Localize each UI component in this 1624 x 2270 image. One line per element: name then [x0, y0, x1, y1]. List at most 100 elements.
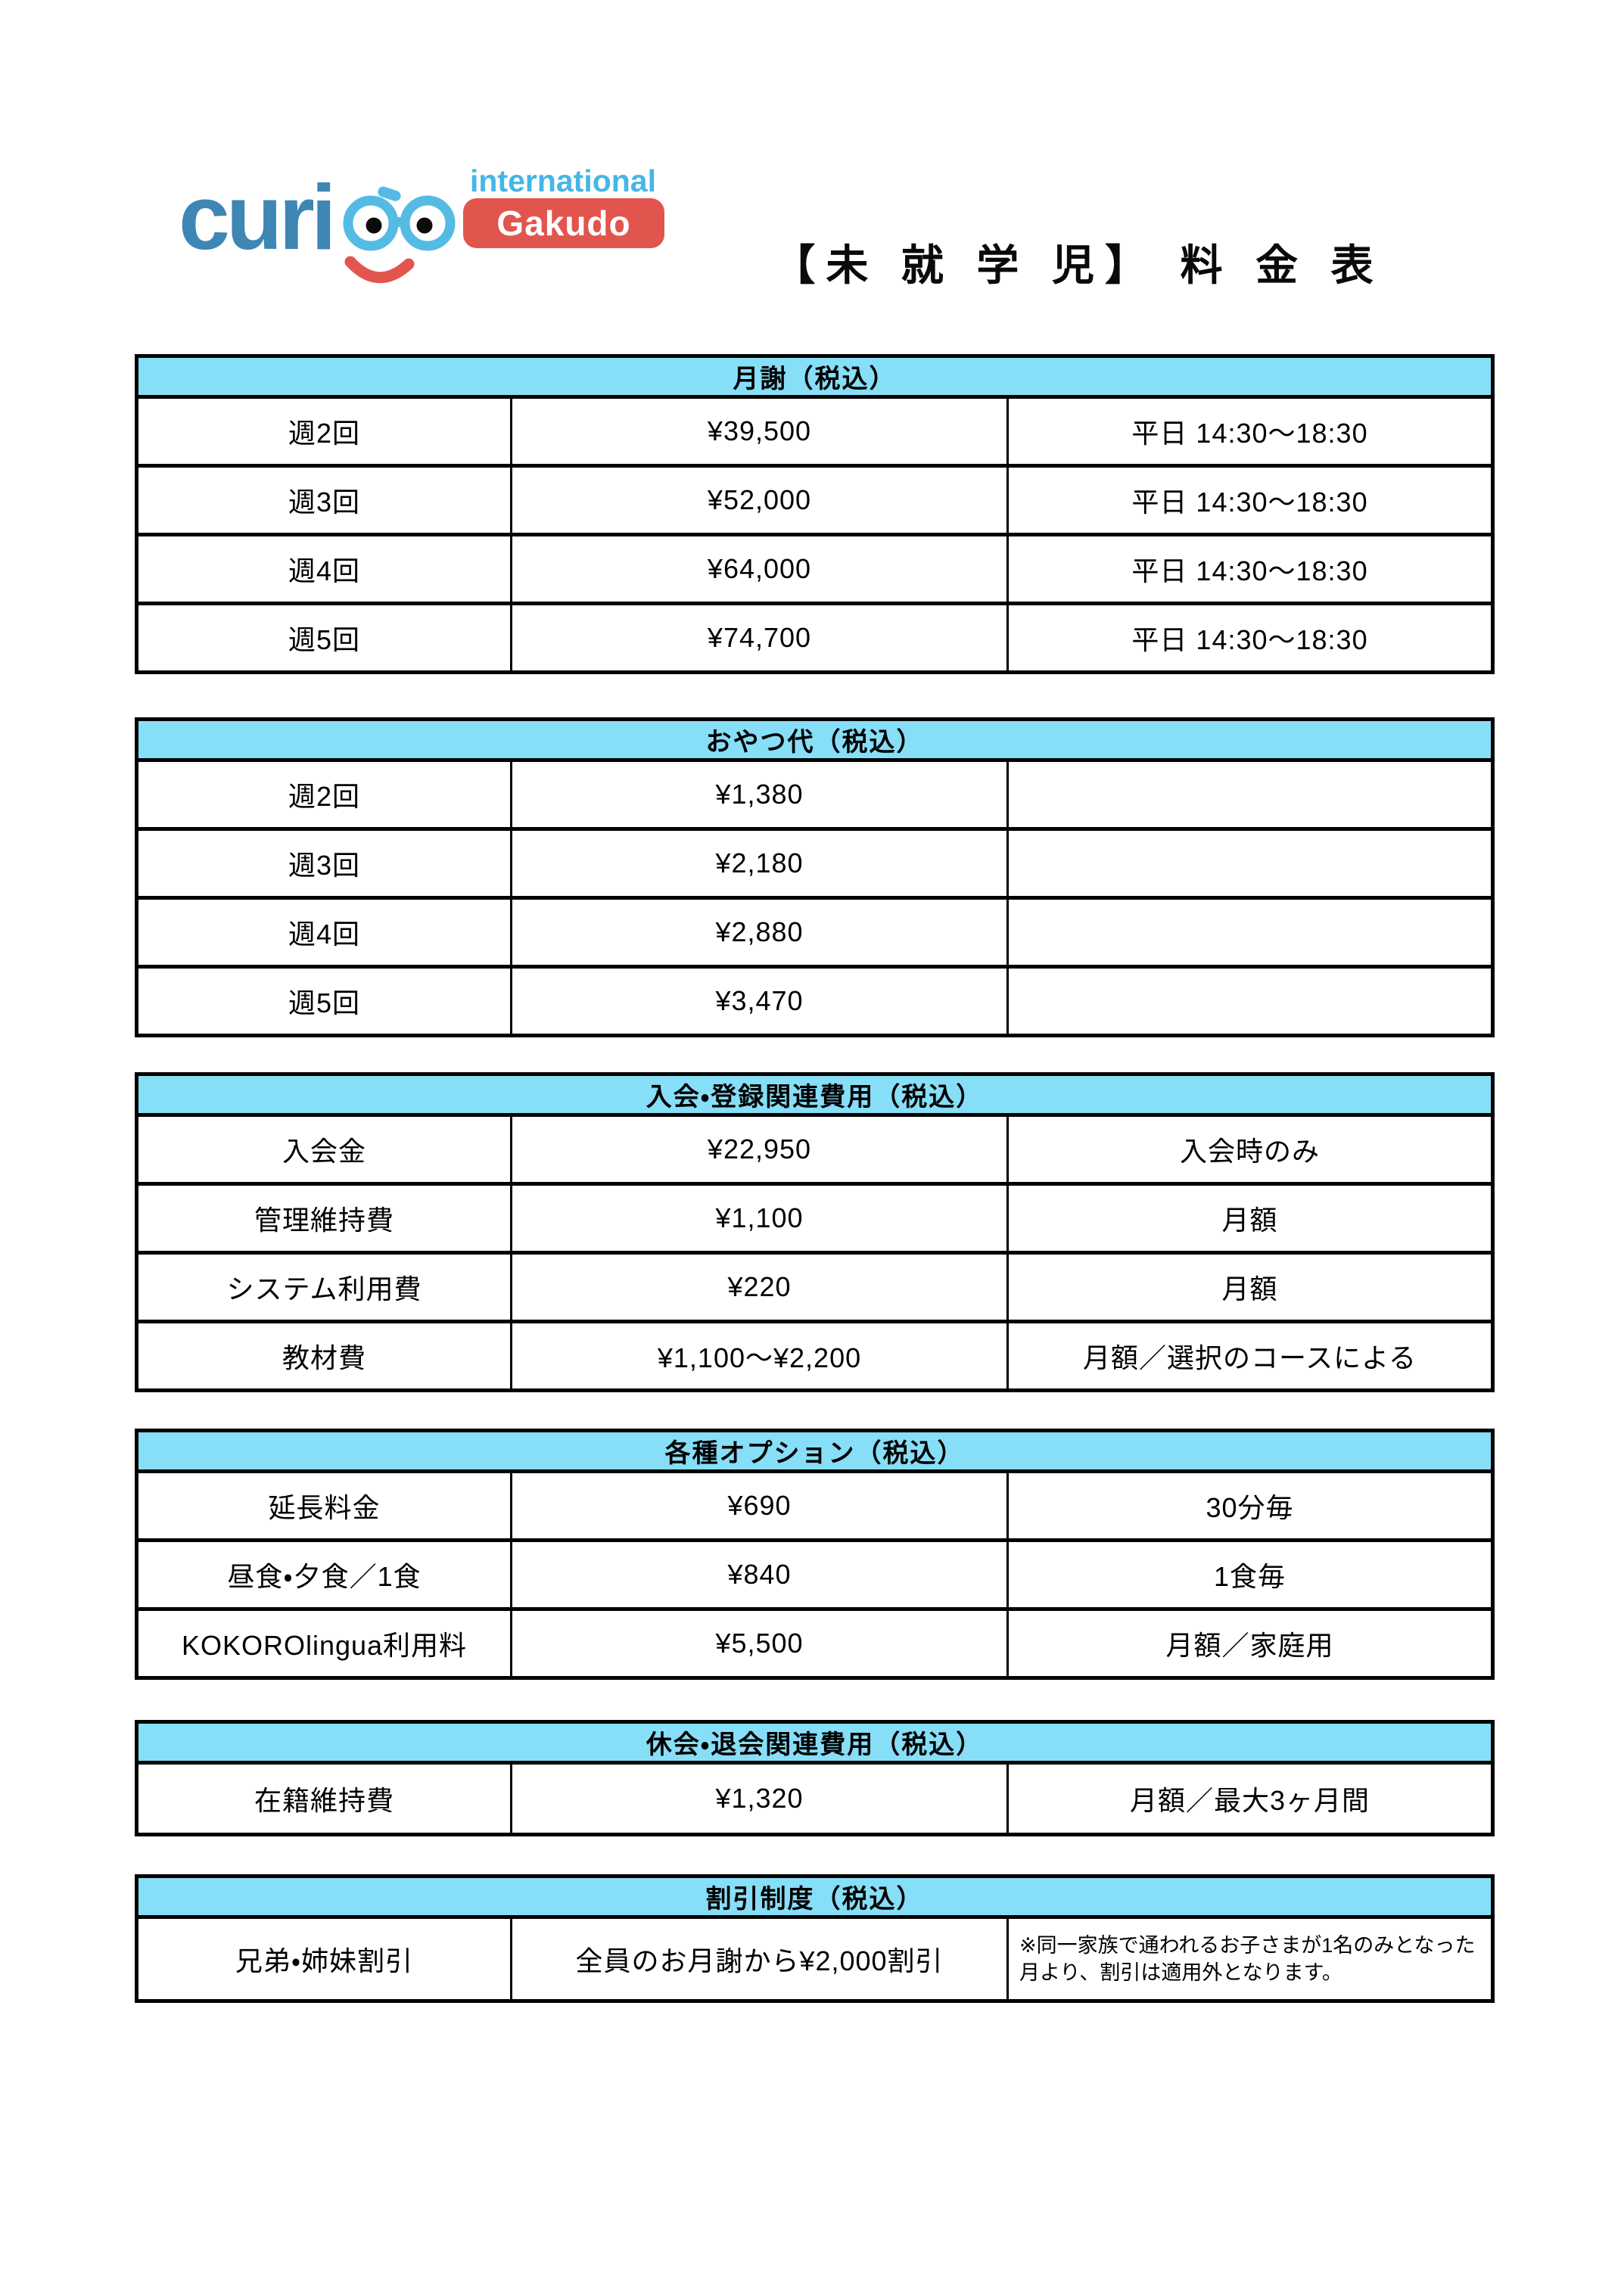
table-section-header: 各種オプション（税込）	[135, 1429, 1495, 1473]
table-row: 週3回 ¥2,180	[135, 827, 1495, 899]
pricing-table-enrollment-registration-fees: 入会・登録関連費用（税込） 入会金 ¥22,950 入会時のみ 管理維持費 ¥1,100 月…	[135, 1072, 1495, 1392]
condition-cell: 30分毎	[1006, 1469, 1495, 1541]
table-section-header: 休会・退会関連費用（税込）	[135, 1721, 1494, 1765]
price-cell: ¥64,000	[510, 533, 1009, 605]
item-label-cell: 週3回	[135, 464, 512, 536]
condition-cell	[1006, 965, 1495, 1037]
price-cell: ¥220	[510, 1251, 1009, 1323]
condition-cell: 月額／最大3ヶ月間	[1006, 1761, 1494, 1836]
table-section-header: 月謝（税込）	[135, 355, 1495, 399]
item-label-cell: システム利用費	[135, 1251, 512, 1323]
price-cell: ¥74,700	[510, 602, 1009, 673]
item-label-cell: 週2回	[135, 395, 512, 467]
condition-cell	[1006, 896, 1495, 968]
price-cell: ¥1,380	[510, 758, 1009, 830]
table-row: KOKOROlingua利用料 ¥5,500 月額／家庭用	[135, 1607, 1495, 1679]
logo-gakudo-badge: Gakudo	[463, 198, 664, 248]
table-header-row: 各種オプション（税込）	[135, 1429, 1495, 1473]
table-row: 昼食・夕食／1食 ¥840 1食毎	[135, 1538, 1495, 1610]
condition-cell: 入会時のみ	[1006, 1113, 1494, 1185]
item-label-cell: 週5回	[135, 602, 512, 673]
price-cell: ¥52,000	[510, 464, 1009, 536]
table-section-header: 入会・登録関連費用（税込）	[135, 1073, 1494, 1117]
price-cell: ¥2,880	[510, 896, 1009, 968]
logo-gakudo-label: Gakudo	[496, 204, 631, 243]
condition-cell: 月額／家庭用	[1006, 1607, 1495, 1679]
table-row: 週4回 ¥64,000 平日 14:30〜18:30	[135, 533, 1495, 605]
table-header-row: 入会・登録関連費用（税込）	[135, 1073, 1494, 1117]
price-table: 月謝（税込） 週2回 ¥39,500 平日 14:30〜18:30 週3回 ¥52,000…	[135, 354, 1495, 674]
condition-cell	[1006, 758, 1495, 830]
price-table: 割引制度（税込） 兄弟・姉妹割引 全員のお月謝から¥2,000割引 ※同一家族で通われ…	[135, 1874, 1495, 2003]
item-label-cell: 週4回	[135, 896, 512, 968]
logo-wordmark: curi	[179, 166, 337, 269]
table-row: 教材費 ¥1,100〜¥2,200 月額／選択のコースによる	[135, 1320, 1494, 1392]
price-cell: ¥5,500	[510, 1607, 1009, 1679]
table-row: 兄弟・姉妹割引 全員のお月謝から¥2,000割引 ※同一家族で通われるお子さまが1名…	[135, 1915, 1495, 2002]
price-cell: ¥2,180	[510, 827, 1009, 899]
price-table: 入会・登録関連費用（税込） 入会金 ¥22,950 入会時のみ 管理維持費 ¥1,100 月…	[135, 1072, 1495, 1392]
pricing-table-suspension-withdrawal-fees: 休会・退会関連費用（税込） 在籍維持費 ¥1,320 月額／最大3ヶ月間	[135, 1720, 1495, 1836]
item-label-cell: 昼食・夕食／1食	[135, 1538, 512, 1610]
item-label-cell: 週4回	[135, 533, 512, 605]
price-cell: 全員のお月謝から¥2,000割引	[510, 1915, 1009, 2002]
price-cell: ¥690	[510, 1469, 1009, 1541]
price-cell: ¥22,950	[510, 1113, 1009, 1185]
table-row: 週4回 ¥2,880	[135, 896, 1495, 968]
condition-cell: 月額	[1006, 1182, 1494, 1254]
glasses-smile-icon	[343, 186, 456, 284]
table-header-row: おやつ代（税込）	[135, 718, 1495, 762]
price-cell: ¥3,470	[510, 965, 1009, 1037]
item-label-cell: 兄弟・姉妹割引	[135, 1915, 512, 2002]
table-row: 週2回 ¥39,500 平日 14:30〜18:30	[135, 395, 1495, 467]
condition-cell: 平日 14:30〜18:30	[1006, 533, 1495, 605]
condition-cell: ※同一家族で通われるお子さまが1名のみとなった月より、割引は適用外となります。	[1006, 1915, 1495, 2002]
table-section-header: おやつ代（税込）	[135, 718, 1495, 762]
item-label-cell: 週2回	[135, 758, 512, 830]
item-label-cell: 週3回	[135, 827, 512, 899]
price-cell: ¥840	[510, 1538, 1009, 1610]
condition-cell: 1食毎	[1006, 1538, 1495, 1610]
condition-cell: 平日 14:30〜18:30	[1006, 602, 1495, 673]
page-title: 【未 就 学 児】 料 金 表	[773, 241, 1384, 289]
price-table: おやつ代（税込） 週2回 ¥1,380 週3回 ¥2,180 週4回 ¥2,880 週5回 ¥3…	[135, 717, 1495, 1037]
table-row: 週3回 ¥52,000 平日 14:30〜18:30	[135, 464, 1495, 536]
item-label-cell: KOKOROlingua利用料	[135, 1607, 512, 1679]
table-row: 入会金 ¥22,950 入会時のみ	[135, 1113, 1494, 1185]
item-label-cell: 在籍維持費	[135, 1761, 512, 1836]
pricing-table-snack-fee: おやつ代（税込） 週2回 ¥1,380 週3回 ¥2,180 週4回 ¥2,880 週5回 ¥3…	[135, 717, 1495, 1037]
price-cell: ¥1,100〜¥2,200	[510, 1320, 1009, 1392]
item-label-cell: 管理維持費	[135, 1182, 512, 1254]
price-cell: ¥1,100	[510, 1182, 1009, 1254]
table-header-row: 割引制度（税込）	[135, 1875, 1495, 1919]
table-row: 週2回 ¥1,380	[135, 758, 1495, 830]
condition-cell: 平日 14:30〜18:30	[1006, 395, 1495, 467]
item-label-cell: 週5回	[135, 965, 512, 1037]
table-row: 週5回 ¥74,700 平日 14:30〜18:30	[135, 602, 1495, 673]
table-row: 延長料金 ¥690 30分毎	[135, 1469, 1495, 1541]
price-cell: ¥39,500	[510, 395, 1009, 467]
price-cell: ¥1,320	[510, 1761, 1009, 1836]
table-row: 週5回 ¥3,470	[135, 965, 1495, 1037]
table-row: システム利用費 ¥220 月額	[135, 1251, 1494, 1323]
condition-cell: 月額／選択のコースによる	[1006, 1320, 1494, 1392]
pricing-table-options: 各種オプション（税込） 延長料金 ¥690 30分毎 昼食・夕食／1食 ¥840 1食毎 KO…	[135, 1429, 1495, 1680]
table-row: 管理維持費 ¥1,100 月額	[135, 1182, 1494, 1254]
pricing-table-monthly-fee: 月謝（税込） 週2回 ¥39,500 平日 14:30〜18:30 週3回 ¥52,000…	[135, 354, 1495, 674]
table-section-header: 割引制度（税込）	[135, 1875, 1495, 1919]
condition-cell: 月額	[1006, 1251, 1494, 1323]
item-label-cell: 教材費	[135, 1320, 512, 1392]
condition-cell: 平日 14:30〜18:30	[1006, 464, 1495, 536]
curigo-logo: curi international Gakudo	[0, 0, 681, 318]
pricing-table-discount-system: 割引制度（税込） 兄弟・姉妹割引 全員のお月謝から¥2,000割引 ※同一家族で通われ…	[135, 1874, 1495, 2003]
condition-cell	[1006, 827, 1495, 899]
price-table: 休会・退会関連費用（税込） 在籍維持費 ¥1,320 月額／最大3ヶ月間	[135, 1720, 1495, 1836]
table-header-row: 月謝（税込）	[135, 355, 1495, 399]
price-table: 各種オプション（税込） 延長料金 ¥690 30分毎 昼食・夕食／1食 ¥840 1食毎 KO…	[135, 1429, 1495, 1680]
table-header-row: 休会・退会関連費用（税込）	[135, 1721, 1494, 1765]
logo-international-label: international	[469, 163, 657, 198]
table-row: 在籍維持費 ¥1,320 月額／最大3ヶ月間	[135, 1761, 1494, 1836]
item-label-cell: 入会金	[135, 1113, 512, 1185]
item-label-cell: 延長料金	[135, 1469, 512, 1541]
